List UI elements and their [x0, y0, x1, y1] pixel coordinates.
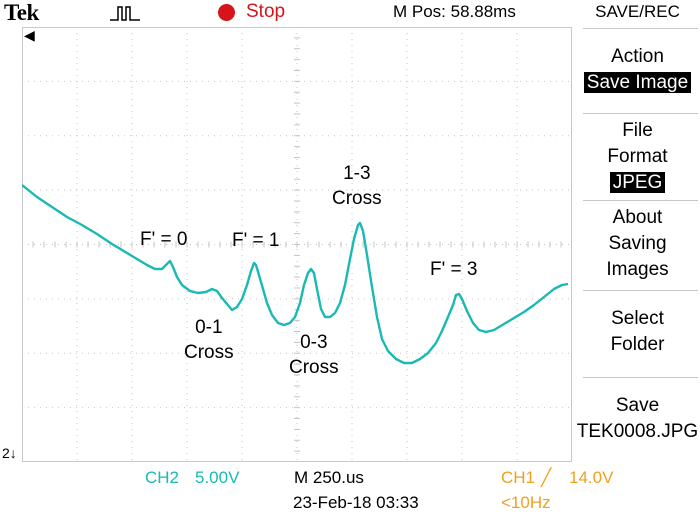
menu-divider — [583, 28, 698, 29]
file-format-menu-button[interactable]: File Format JPEG — [607, 120, 668, 193]
menu-divider — [583, 377, 698, 378]
menu-divider — [583, 200, 698, 201]
save-file-button[interactable]: Save TEK0008.JPG — [576, 395, 699, 442]
trigger-frequency: <10Hz — [501, 493, 551, 512]
stop-indicator-icon — [218, 4, 235, 21]
bottom-status-bar: CH2 5.00V M 250.us 23-Feb-18 03:33 CH1 ╱… — [0, 465, 700, 525]
annotation-f3: F' = 3 — [430, 259, 478, 280]
top-status-bar: Tek Stop M Pos: 58.88ms — [0, 0, 575, 26]
annotation-cross-1-3: 1-3 Cross — [332, 163, 382, 209]
ch2-ground-marker: 2↓ — [2, 445, 17, 461]
menu-divider — [583, 113, 698, 114]
horizontal-position-readout: M Pos: 58.88ms — [393, 2, 516, 21]
annotation-cross-0-3: 0-3 Cross — [289, 332, 339, 378]
ch2-scale: 5.00V — [195, 468, 240, 487]
waveform-display — [22, 27, 572, 462]
trigger-position-marker: ◀ — [24, 27, 35, 43]
menu-divider — [583, 290, 698, 291]
trigger-slope-icon: ╱ — [541, 468, 552, 487]
waveform-graticule — [22, 27, 572, 462]
menu-title: SAVE/REC — [595, 2, 680, 21]
timebase-readout: M 250.us — [294, 468, 364, 487]
run-state-label: Stop — [246, 1, 286, 22]
ch1-trigger-source: CH1 — [501, 468, 536, 487]
annotation-cross-0-1: 0-1 Cross — [184, 317, 234, 363]
annotation-f0: F' = 0 — [140, 229, 188, 250]
ch2-label: CH2 — [145, 468, 180, 487]
action-menu-button[interactable]: Action Save Image — [575, 44, 700, 96]
trigger-pulse-icon — [110, 6, 140, 21]
select-folder-button[interactable]: Select Folder — [610, 308, 665, 355]
date-time: 23-Feb-18 03:33 — [293, 493, 419, 512]
trigger-level: 14.0V — [569, 468, 614, 487]
about-saving-images-button[interactable]: About Saving Images — [606, 207, 669, 280]
annotation-f1: F' = 1 — [232, 230, 280, 251]
brand-logo: Tek — [4, 0, 39, 25]
ch2-waveform-trace — [22, 184, 569, 365]
side-menu: SAVE/REC Action Save Image File Format J… — [575, 0, 700, 465]
